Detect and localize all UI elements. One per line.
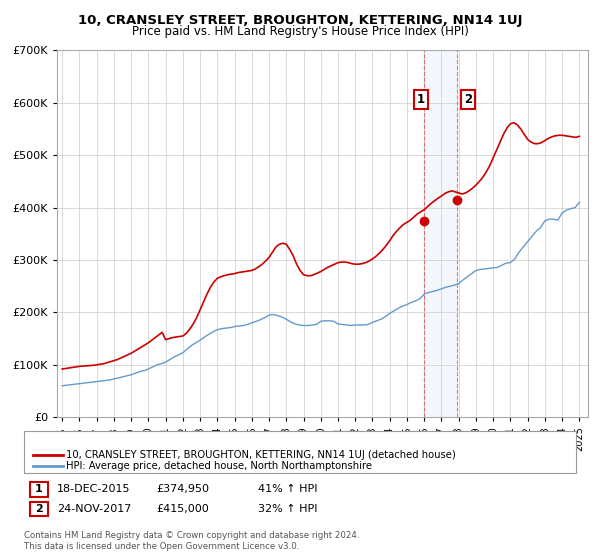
- Text: 1: 1: [35, 484, 43, 494]
- Text: Price paid vs. HM Land Registry's House Price Index (HPI): Price paid vs. HM Land Registry's House …: [131, 25, 469, 38]
- Text: 10, CRANSLEY STREET, BROUGHTON, KETTERING, NN14 1UJ: 10, CRANSLEY STREET, BROUGHTON, KETTERIN…: [78, 14, 522, 27]
- Text: 41% ↑ HPI: 41% ↑ HPI: [258, 484, 317, 494]
- Text: HPI: Average price, detached house, North Northamptonshire: HPI: Average price, detached house, Nort…: [66, 461, 372, 471]
- Text: Contains HM Land Registry data © Crown copyright and database right 2024.: Contains HM Land Registry data © Crown c…: [24, 531, 359, 540]
- Text: 10, CRANSLEY STREET, BROUGHTON, KETTERING, NN14 1UJ (detached house): 10, CRANSLEY STREET, BROUGHTON, KETTERIN…: [66, 450, 456, 460]
- Text: 32% ↑ HPI: 32% ↑ HPI: [258, 504, 317, 514]
- Text: 2: 2: [35, 504, 43, 514]
- Text: £374,950: £374,950: [156, 484, 209, 494]
- Bar: [424, 50, 457, 417]
- Text: This data is licensed under the Open Government Licence v3.0.: This data is licensed under the Open Gov…: [24, 542, 299, 550]
- Text: 1: 1: [417, 94, 425, 106]
- Text: 2: 2: [464, 94, 472, 106]
- Text: £415,000: £415,000: [156, 504, 209, 514]
- Text: 24-NOV-2017: 24-NOV-2017: [57, 504, 131, 514]
- Text: 18-DEC-2015: 18-DEC-2015: [57, 484, 131, 494]
